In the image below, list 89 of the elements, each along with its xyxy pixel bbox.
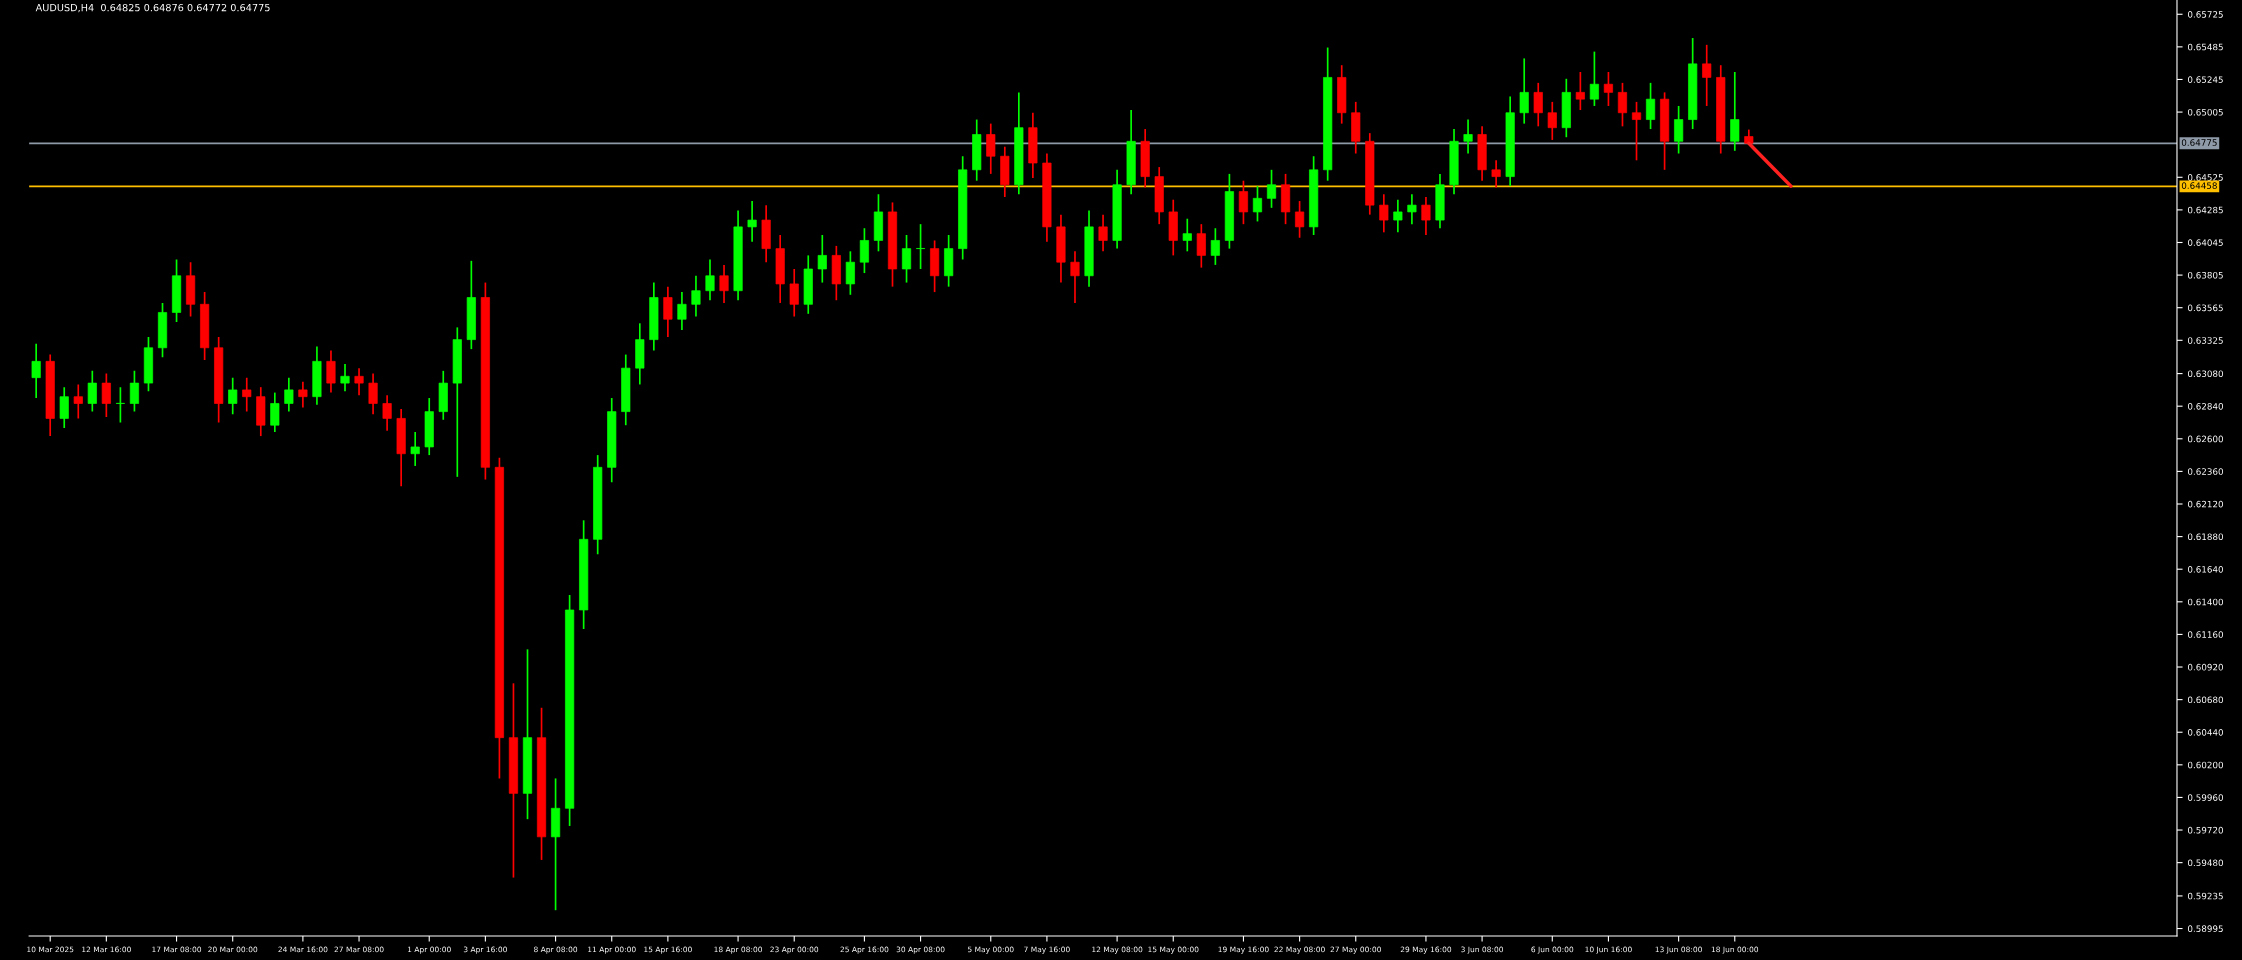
candlestick — [228, 376, 238, 416]
candlestick — [410, 431, 420, 467]
y-tick-label: 0.63805 — [2187, 271, 2223, 279]
candlestick — [87, 370, 97, 413]
y-tick-label: 0.60440 — [2187, 729, 2223, 736]
candlestick — [1196, 223, 1206, 269]
y-tick-label: 0.65245 — [2187, 76, 2223, 83]
y-tick-label: 0.63565 — [2187, 304, 2223, 312]
candlestick — [59, 386, 69, 429]
y-tick-label: 0.63325 — [2187, 337, 2223, 344]
candlestick — [1533, 82, 1543, 128]
candlestick — [284, 376, 294, 413]
candlestick — [1674, 105, 1684, 155]
candlestick — [368, 372, 378, 416]
candlestick — [1519, 57, 1529, 125]
candlestick — [1266, 168, 1277, 209]
candlestick — [270, 391, 280, 433]
y-tick-label: 0.65485 — [2187, 43, 2223, 51]
candlestick — [1252, 185, 1263, 223]
candlestick — [789, 268, 799, 318]
y-tick-label: 0.64285 — [2187, 206, 2223, 214]
y-tick-label: 0.60680 — [2187, 696, 2223, 704]
y-tick-label: 0.61160 — [2187, 631, 2223, 638]
candlestick — [691, 274, 701, 318]
candlestick — [1463, 118, 1473, 155]
y-tick-label: 0.62600 — [2187, 435, 2223, 443]
candlestick — [298, 380, 308, 409]
y-tick-label: 0.65005 — [2187, 108, 2223, 116]
candlestick — [1730, 71, 1740, 152]
candlestick — [1393, 198, 1403, 234]
candlestick — [719, 264, 729, 304]
y-tick-label: 0.60920 — [2187, 663, 2223, 671]
candlestick — [1589, 50, 1599, 107]
y-tick-label: 0.61880 — [2187, 533, 2223, 541]
y-tick-label: 0.59720 — [2187, 826, 2223, 834]
ref-line-label: 0.64775 — [2181, 139, 2217, 146]
candlestick — [1421, 196, 1431, 236]
candlestick — [817, 234, 827, 284]
ref-line-label: 0.64458 — [2181, 182, 2217, 189]
candlestick — [1098, 213, 1108, 253]
candlestick — [73, 383, 83, 420]
y-tick-label: 0.59235 — [2187, 892, 2223, 900]
candlestick — [354, 367, 364, 397]
y-tick-label: 0.61640 — [2187, 566, 2223, 573]
candlestick — [916, 223, 926, 270]
candlestick — [101, 372, 111, 418]
candlestick — [1295, 200, 1305, 239]
candlestick — [1379, 193, 1389, 234]
candlestick — [1702, 43, 1712, 107]
candlestick — [705, 258, 715, 302]
candlestick — [1182, 217, 1192, 253]
candlestick — [986, 122, 996, 175]
candlestick — [677, 291, 687, 331]
y-tick-label: 0.61400 — [2187, 598, 2223, 606]
candlestick — [1631, 101, 1642, 162]
y-tick-label: 0.62360 — [2187, 468, 2223, 475]
candlestick — [115, 386, 125, 424]
y-tick-label: 0.62120 — [2187, 500, 2223, 508]
candlestick — [340, 363, 350, 393]
candlestick — [859, 227, 869, 274]
candlestick — [747, 200, 757, 243]
candlestick — [1575, 71, 1585, 111]
candlestick — [1238, 179, 1249, 225]
candlestick — [1070, 250, 1080, 304]
y-tick-label: 0.64045 — [2187, 239, 2223, 246]
candlestick — [31, 342, 41, 399]
candlestick — [382, 394, 392, 432]
y-tick-label: 0.64525 — [2187, 174, 2223, 181]
candlestick — [1645, 82, 1656, 130]
candlestick — [1210, 227, 1220, 266]
candlestick — [845, 250, 855, 296]
y-tick-label: 0.59480 — [2187, 859, 2223, 867]
y-tick-label: 0.58995 — [2187, 925, 2223, 932]
y-tick-label: 0.63080 — [2187, 370, 2223, 378]
y-tick-label: 0.62840 — [2187, 403, 2223, 410]
candlestick — [663, 285, 673, 338]
candlestick — [326, 349, 336, 394]
y-tick-label: 0.60200 — [2187, 761, 2223, 769]
candlestick — [242, 376, 252, 413]
candlestick — [1603, 71, 1613, 107]
candlestick — [1547, 101, 1557, 141]
candlestick — [901, 234, 912, 284]
candlestick — [1617, 82, 1628, 128]
y-tick-label: 0.65725 — [2187, 11, 2223, 18]
y-tick-label: 0.59960 — [2187, 794, 2223, 801]
chart-title: AUDUSD,H4 0.64825 0.64876 0.64772 0.64775 — [35, 3, 270, 13]
candlestick — [1407, 193, 1417, 225]
candlestick — [129, 370, 139, 413]
candlestick — [1491, 159, 1501, 189]
